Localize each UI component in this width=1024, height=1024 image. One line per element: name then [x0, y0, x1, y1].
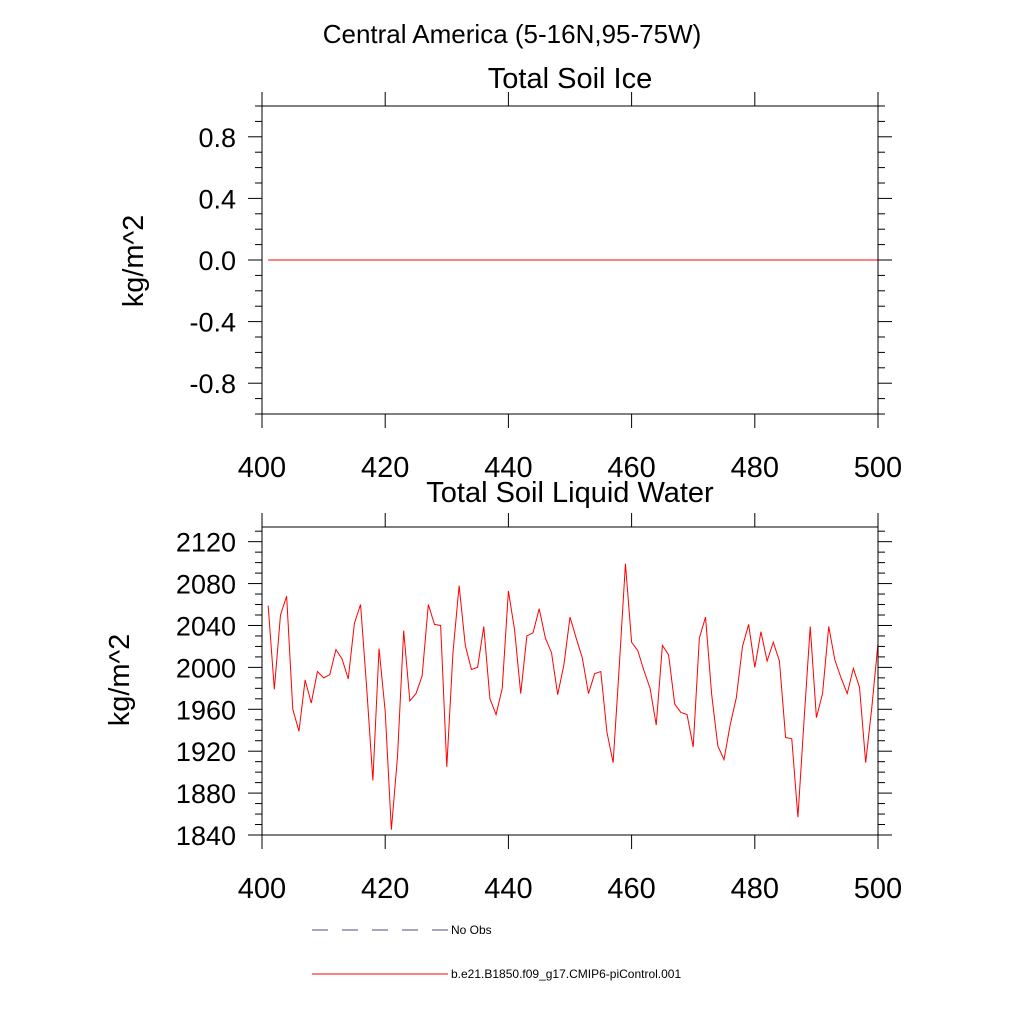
x-tick-label: 460	[607, 873, 655, 905]
x-tick-label: 500	[854, 873, 902, 905]
panel-total-soil-ice: Total Soil Ice kg/m^2 0.80.40.0-0.4-0.8 …	[118, 63, 902, 484]
x-tick-label: 440	[484, 873, 532, 905]
y-tick-label: 1840	[176, 821, 236, 851]
y-tick-label: -0.4	[189, 308, 236, 338]
figure-title: Central America (5-16N,95-75W)	[323, 19, 702, 49]
legend-model-label: b.e21.B1850.f09_g17.CMIP6-piControl.001	[451, 967, 681, 981]
x-tick-label: 500	[854, 452, 902, 484]
x-tick-labels: 400 420 440 460 480 500	[238, 873, 902, 905]
panel-total-soil-liquid-water: Total Soil Liquid Water kg/m^2 212020802…	[104, 477, 902, 905]
y-tick-label: 0.8	[198, 123, 236, 153]
y-tick-labels: 2120 2080 2040 2000 1960 1920 1880 1840	[176, 528, 236, 851]
x-tick-label: 440	[484, 452, 532, 484]
x-tick-label: 480	[731, 452, 779, 484]
y-tick-label: 1920	[176, 737, 236, 767]
y-tick-label: 0.0	[198, 246, 236, 276]
plot-frame	[261, 105, 879, 415]
y-tick-label: 1960	[176, 695, 236, 725]
y-tick-label: 2080	[176, 570, 236, 600]
x-tick-label: 480	[731, 873, 779, 905]
y-tick-label: 2040	[176, 611, 236, 641]
y-tick-label: 2000	[176, 653, 236, 683]
y-tick-label: 0.4	[198, 184, 236, 214]
legend-no-obs-label: No Obs	[451, 923, 492, 937]
y-tick-label: -0.8	[189, 369, 236, 399]
y-tick-labels: 0.8 0.4 0.0 -0.4 -0.8	[189, 123, 236, 399]
series-group	[267, 563, 879, 830]
axis-ticks	[248, 92, 892, 428]
x-tick-label: 420	[361, 873, 409, 905]
panel-title: Total Soil Ice	[488, 63, 652, 95]
series-line	[267, 563, 879, 830]
axis-ticks	[248, 513, 892, 849]
plot-frame	[261, 526, 879, 836]
legend: No Obs b.e21.B1850.f09_g17.CMIP6-piContr…	[312, 923, 681, 981]
x-tick-label: 400	[238, 873, 286, 905]
x-tick-label: 460	[607, 452, 655, 484]
y-tick-label: 2120	[176, 528, 236, 558]
y-axis-label: kg/m^2	[104, 634, 136, 727]
x-tick-label: 400	[238, 452, 286, 484]
panel-title: Total Soil Liquid Water	[426, 477, 714, 509]
x-tick-labels: 400 420 440 460 480 500	[238, 452, 902, 484]
x-tick-label: 420	[361, 452, 409, 484]
y-axis-label: kg/m^2	[118, 215, 150, 308]
y-tick-label: 1880	[176, 779, 236, 809]
